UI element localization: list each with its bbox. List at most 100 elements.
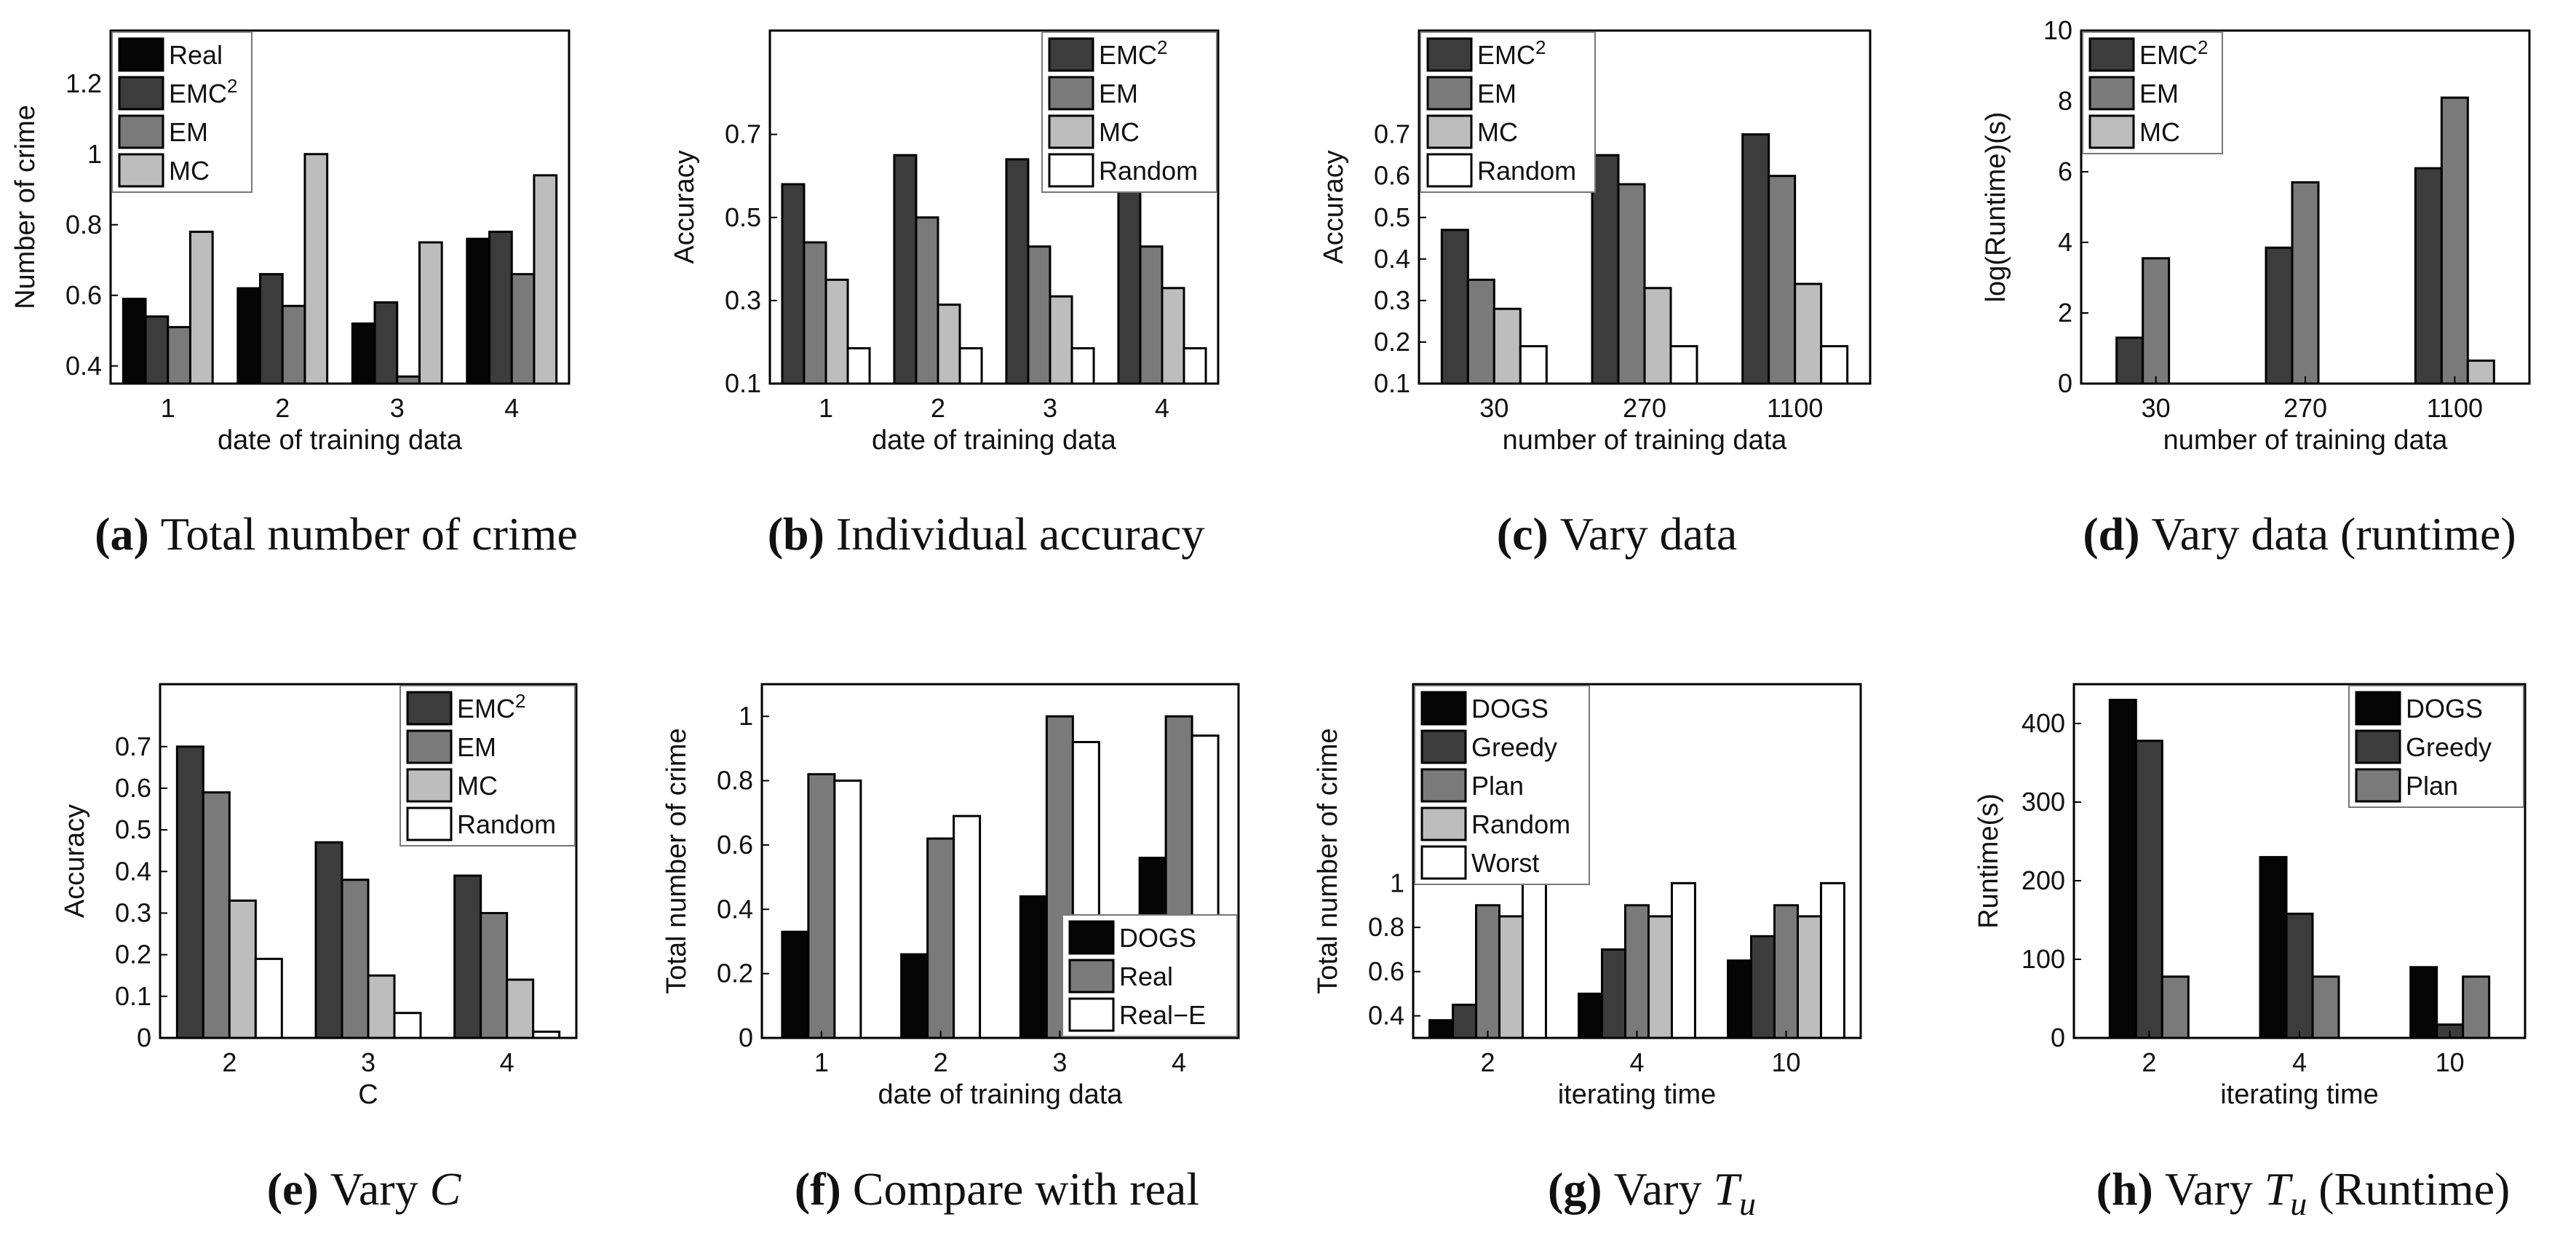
chart-f: 1 2 3 4 0 0.2 0.4 0.6 0.8 1 date of training data T… [661, 683, 1240, 1215]
bar-g-dogs-4 [1578, 992, 1604, 1039]
legend: EMC2 EM MC Random [1420, 31, 1596, 193]
y-axis-label: Accuracy [669, 150, 700, 263]
x-axis-label: date of training data [878, 1079, 1124, 1110]
x-tick-label: 1 [161, 393, 175, 423]
bar-b-em-3 [1027, 245, 1052, 385]
bar-d-emc2-270 [2265, 246, 2294, 385]
y-tick-label: 400 [2022, 708, 2065, 738]
y-tick-label: 1 [87, 139, 102, 169]
legend-swatch [2355, 768, 2401, 803]
legend-swatch [1420, 691, 1467, 726]
x-axis-label: date of training data [872, 425, 1117, 456]
x-tick-label: 4 [1172, 1047, 1186, 1077]
bar-c-random-270 [1669, 345, 1698, 385]
y-tick-label: 4 [2058, 227, 2072, 257]
caption-d: (d) Vary data (runtime) [2083, 508, 2516, 560]
bar-e-random-3 [393, 1012, 422, 1039]
bar-a-mc-1 [188, 230, 214, 385]
bar-a-em-1 [167, 325, 191, 385]
y-tick-label: 0.7 [115, 732, 151, 761]
plot-frame [768, 29, 1220, 385]
bar-g-dogs-10 [1727, 959, 1753, 1039]
bar-e-mc-3 [367, 974, 396, 1039]
x-tick-label: 3 [390, 393, 405, 423]
bar-c-em-1100 [1768, 175, 1797, 385]
chart-g: 2 4 10 0.4 0.6 0.8 1 iterating time Total number… [1313, 683, 1862, 1222]
x-tick-label: 4 [504, 393, 519, 423]
bar-h-plan-2 [2160, 975, 2190, 1039]
x-tick-label: 30 [2142, 393, 2171, 423]
bar-a-real-1 [122, 298, 147, 385]
y-tick-label: 1 [739, 701, 753, 731]
y-tick-label: 0.5 [1374, 202, 1410, 232]
y-tick-label: 0.7 [1374, 119, 1410, 149]
legend-label: Greedy [1471, 732, 1557, 762]
y-tick-label: 0.1 [725, 368, 761, 398]
bar-g-greedy-2 [1452, 1003, 1478, 1039]
bar-a-emc2-2 [259, 273, 284, 385]
y-tick-label: 2 [2058, 298, 2072, 328]
legend-swatch [1048, 153, 1094, 188]
legend-label: EMC2 [169, 75, 237, 108]
legend-swatch [2355, 729, 2401, 764]
y-axis-label: Total number of crime [661, 728, 692, 994]
y-tick-label: 0.4 [1374, 244, 1410, 274]
bar-f-reale-2 [953, 814, 982, 1039]
legend-label: DOGS [2406, 694, 2483, 723]
bar-c-emc2-1100 [1741, 133, 1770, 385]
bar-f-dogs-2 [900, 953, 929, 1039]
legend-label: Random [1471, 809, 1570, 839]
bar-h-greedy-4 [2285, 912, 2314, 1039]
x-tick-label: 1 [819, 393, 833, 423]
legend-label: MC [1477, 117, 1518, 147]
legend-swatch [118, 37, 164, 72]
y-tick-label: 0.1 [1374, 368, 1410, 398]
x-tick-label: 1100 [2427, 393, 2483, 423]
bar-c-emc2-30 [1440, 229, 1469, 385]
legend-label: Real [1119, 962, 1173, 991]
bar-g-random-4 [1647, 915, 1673, 1039]
legend-swatch [118, 76, 164, 111]
chart-c: 30 270 1100 0.1 0.2 0.3 0.4 0.5 0.6 0.7 number of … [1319, 29, 1872, 560]
bar-b-mc-4 [1161, 287, 1185, 385]
caption-c: (c) Vary data [1497, 508, 1737, 560]
chart-b: 1 2 3 4 0.1 0.3 0.5 0.7 date of training data Acc… [669, 29, 1220, 560]
bar-b-random-2 [958, 347, 983, 385]
legend-label: EM [1477, 79, 1516, 108]
bar-b-emc2-3 [1005, 158, 1030, 385]
bar-g-random-2 [1498, 915, 1524, 1039]
bar-e-emc2-4 [453, 874, 482, 1039]
legend-swatch [1420, 806, 1467, 841]
x-axis-label: number of training data [1503, 425, 1788, 456]
bar-g-worst-2 [1521, 881, 1547, 1039]
legend-label: EMC2 [1099, 36, 1167, 70]
bar-d-mc-1100 [2466, 359, 2495, 385]
legend-label: EM [2139, 79, 2179, 108]
caption-g: (g) Vary Tu [1548, 1163, 1756, 1222]
legend-swatch [1048, 37, 1094, 72]
chart-e: 2 3 400.10.20.30.40.50.60.7CAccuracyEMC2EM… [60, 683, 578, 1215]
bar-e-em-4 [480, 911, 509, 1039]
legend-swatch [118, 153, 164, 188]
bar-a-em-4 [510, 273, 536, 385]
bar-f-dogs-3 [1019, 895, 1048, 1039]
y-tick-label: 1 [1390, 868, 1404, 897]
legend-label: Worst [1471, 848, 1539, 878]
y-tick-label: 300 [2022, 787, 2065, 817]
legend: EMC2 EM MC [2082, 31, 2223, 154]
chart-a: 1 2 3 4 0.4 0.6 0.8 1 1.2 date of training data Nu… [10, 29, 578, 560]
bar-e-random-2 [254, 957, 283, 1039]
bar-b-em-2 [915, 216, 939, 385]
legend-swatch [406, 768, 453, 803]
bar-a-emc2-1 [144, 315, 170, 385]
bar-a-emc2-3 [373, 301, 399, 385]
bar-e-mc-2 [228, 899, 257, 1039]
legend-label: EM [457, 732, 496, 762]
legend-swatch [406, 691, 453, 726]
plot-frame [2080, 29, 2531, 385]
legend-swatch [1420, 729, 1467, 764]
y-tick-label: 10 [2043, 15, 2072, 45]
legend-swatch [2088, 76, 2135, 111]
x-axis-label: C [358, 1079, 378, 1110]
y-axis-label: Accuracy [1319, 150, 1349, 263]
